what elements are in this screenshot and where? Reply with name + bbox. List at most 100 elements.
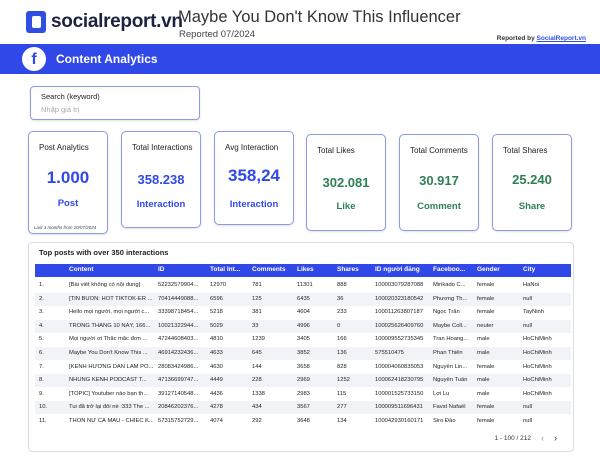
- column-header[interactable]: Total Int...: [210, 266, 241, 273]
- table-cell: female: [477, 418, 495, 424]
- table-cell: 100025626409760: [375, 322, 424, 329]
- card-value: 1.000: [46, 168, 90, 187]
- card-sub: Comment: [417, 201, 461, 212]
- table-cell: 3648: [297, 418, 310, 424]
- column-header[interactable]: Faceboo...: [433, 266, 466, 273]
- table-cell: 100062418230795: [375, 377, 424, 384]
- table-cell: HoChiMinh: [523, 350, 552, 356]
- table-cell: 3405: [297, 336, 310, 343]
- table-cell: Nguyễn Tuấn: [433, 377, 468, 384]
- table-cell: 3852: [297, 350, 310, 356]
- table-row[interactable]: 6. Maybe You Don't Know This ... 469142324…: [35, 347, 571, 360]
- table-cell: 4278: [210, 404, 223, 411]
- column-header[interactable]: Content: [69, 266, 94, 273]
- table-header: Content ID Total Int... Comments Likes S…: [35, 264, 571, 277]
- chevron-left-icon[interactable]: ‹: [541, 433, 544, 443]
- card-value: 358.238: [137, 172, 185, 187]
- search-input[interactable]: [41, 105, 191, 114]
- table-cell: female: [477, 295, 495, 302]
- table-cell: null: [523, 418, 533, 424]
- column-header[interactable]: ID người đăng: [375, 266, 420, 273]
- table-row[interactable]: 10. Tui đã trở lại đôi nè :333 The ... 208…: [35, 401, 571, 415]
- table-cell: NHUNG KENH PODCAST T...: [69, 377, 147, 384]
- table-cell: Favst Nafaël: [433, 404, 466, 411]
- column-header[interactable]: Shares: [337, 266, 359, 273]
- table-cell: THÔN NỮ CÀ MAU - CHIẾC K...: [69, 418, 154, 424]
- table-cell: 115: [337, 390, 347, 397]
- table-cell: Mọi người ơi Thắc mắc đơn ...: [69, 336, 148, 343]
- table-cell: Hello mọi người, mọi người c...: [69, 309, 150, 316]
- card-total-shares: Total Shares 25.240 Share: [492, 134, 572, 231]
- reported-by-link[interactable]: SocialReport.vn: [536, 35, 586, 42]
- card-sub: Interaction: [136, 199, 186, 210]
- table-cell: 1252: [337, 377, 350, 384]
- column-header[interactable]: City: [523, 266, 536, 273]
- table-cell: 292: [252, 418, 262, 424]
- table-row[interactable]: 8. NHUNG KENH PODCAST T... 47136699747... 4…: [35, 374, 571, 388]
- card-note: Last 3 months from 20/07/2024: [34, 225, 97, 230]
- table-row[interactable]: 3. Hello mọi người, mọi người c... 3339871…: [35, 306, 571, 319]
- report-title: Maybe You Don't Know This Influencer: [178, 8, 461, 26]
- table-row[interactable]: 11. THÔN NỮ CÀ MAU - CHIẾC K... 5731575272…: [35, 415, 571, 428]
- column-header[interactable]: Gender: [477, 266, 500, 273]
- column-header[interactable]: Comments: [252, 266, 286, 273]
- card-title: Total Shares: [503, 146, 548, 155]
- section-bar: f Content Analytics: [0, 44, 600, 74]
- table-row[interactable]: 2. [TIN BUỒN: HOT TIKTOK-ER ... 7041444908…: [35, 292, 571, 306]
- table-cell: 100003079287088: [375, 282, 424, 288]
- table-cell: 3567: [297, 404, 310, 411]
- table-cell: 47136699747...: [158, 377, 199, 384]
- table-cell: 2983: [297, 390, 310, 397]
- table-cell: neuter: [477, 322, 494, 329]
- table-cell: male: [477, 377, 490, 384]
- card-total-interactions: Total Interactions 358.238 Interaction: [121, 131, 201, 228]
- table-cell: 1338: [252, 390, 265, 397]
- table-cell: 57315752729...: [158, 418, 199, 424]
- column-header[interactable]: Likes: [297, 266, 314, 273]
- column-header[interactable]: ID: [158, 266, 165, 273]
- table-cell: 4449: [210, 377, 223, 384]
- table-cell: HoChiMinh: [523, 336, 552, 343]
- table-cell: 125: [252, 295, 262, 302]
- brand-logo[interactable]: socialreport.vn: [26, 11, 183, 33]
- table-row[interactable]: 7. [KÊNH HƯỚNG DẪN LÀM PO... 28083424986..…: [35, 361, 571, 374]
- table-cell: [TIN BUỒN: HOT TIKTOK-ER ...: [69, 295, 153, 302]
- section-title: Content Analytics: [56, 52, 158, 66]
- table-cell: Lợi Lu: [433, 390, 450, 397]
- table-row[interactable]: 1. [Bài viết không có nội dung] 5223257990…: [35, 279, 571, 292]
- table-cell: [Bài viết không có nội dung]: [69, 282, 141, 288]
- row-index: 3.: [39, 309, 44, 316]
- table-cell: 12970: [210, 282, 227, 288]
- table-cell: 575510475: [375, 350, 405, 356]
- row-index: 2.: [39, 295, 44, 302]
- table-cell: HoChiMinh: [523, 377, 552, 384]
- card-total-comments: Total Comments 30.917 Comment: [399, 134, 479, 231]
- table-cell: 47244608403...: [158, 336, 199, 343]
- row-index: 11.: [39, 418, 47, 424]
- table-row[interactable]: 4. TRONG THÁNG 10 NÀY, 166... 10021322944.…: [35, 319, 571, 333]
- table-cell: Mirikado C...: [433, 282, 466, 288]
- table-cell: 4074: [210, 418, 223, 424]
- row-index: 8.: [39, 377, 44, 384]
- chevron-right-icon[interactable]: ›: [554, 433, 557, 443]
- row-index: 1.: [39, 282, 44, 288]
- report-header: socialreport.vn Maybe You Don't Know Thi…: [0, 0, 600, 44]
- table-cell: 33: [252, 322, 259, 329]
- table-cell: female: [477, 282, 495, 288]
- table-row[interactable]: 5. Mọi người ơi Thắc mắc đơn ... 472446084…: [35, 333, 571, 346]
- table-cell: male: [477, 350, 490, 356]
- table-cell: 4630: [210, 363, 223, 370]
- table-cell: Maybe You Don't Know This ...: [69, 350, 148, 356]
- search-control[interactable]: Search (keyword): [30, 86, 200, 120]
- table-cell: 100001525733150: [375, 390, 424, 397]
- row-index: 5.: [39, 336, 44, 343]
- table-row[interactable]: 9. [TOPIC] Youtuber nào bạn th... 39127140…: [35, 388, 571, 401]
- card-sub: Like: [336, 201, 356, 212]
- card-sub: Interaction: [229, 199, 279, 210]
- card-total-likes: Total Likes 302.081 Like: [306, 134, 386, 231]
- table-cell: 781: [252, 282, 262, 288]
- table-cell: Tui đã trở lại đôi nè :333 The ...: [69, 404, 150, 411]
- pagination: 1 - 100 / 212 ‹ ›: [495, 433, 558, 443]
- table-cell: 100042930160171: [375, 418, 424, 424]
